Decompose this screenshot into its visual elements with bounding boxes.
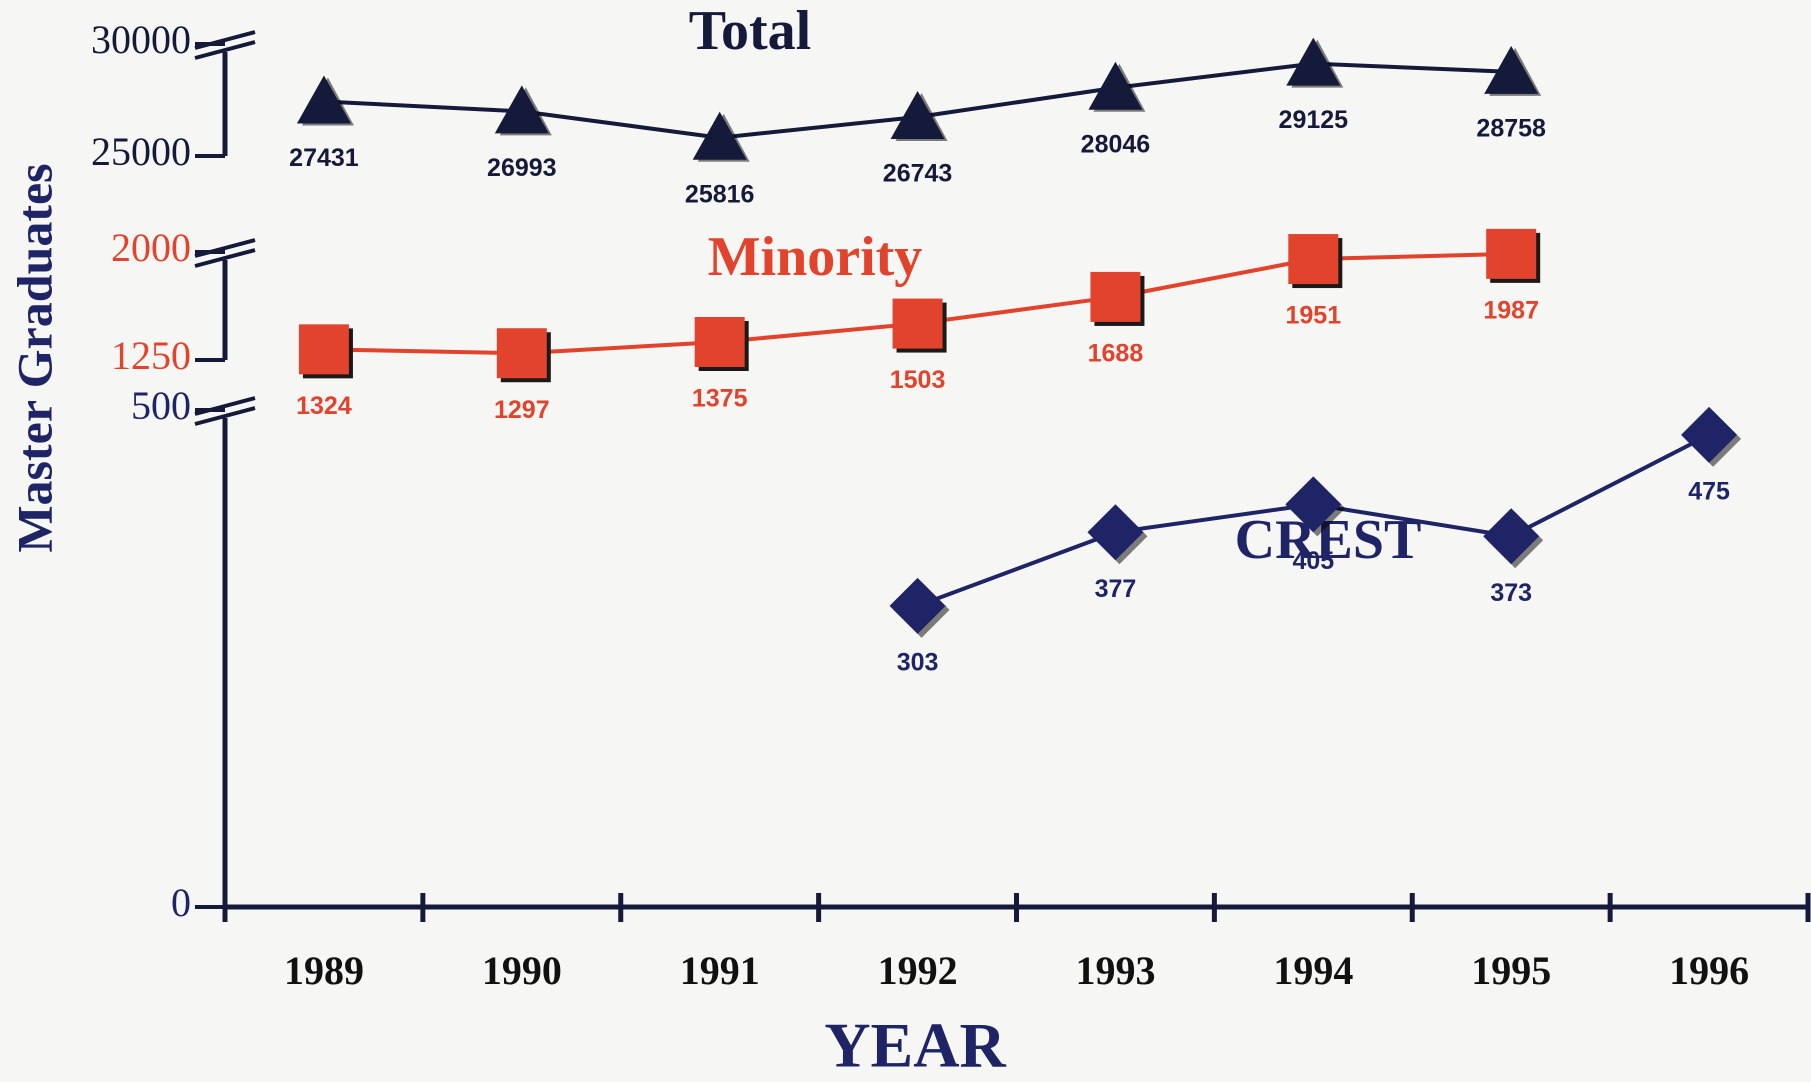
marker bbox=[1088, 61, 1143, 110]
x-tick-label: 1996 bbox=[1669, 948, 1749, 993]
marker bbox=[892, 298, 943, 349]
axis-break bbox=[194, 406, 256, 426]
marker bbox=[1484, 45, 1539, 94]
value-label: 405 bbox=[1292, 547, 1334, 575]
series-label: Total bbox=[689, 0, 811, 62]
value-label: 28758 bbox=[1476, 114, 1546, 142]
value-label: 26743 bbox=[883, 160, 953, 188]
marker bbox=[890, 90, 945, 139]
value-label: 377 bbox=[1095, 575, 1137, 603]
axis-break bbox=[194, 248, 256, 268]
value-label: 1503 bbox=[890, 366, 946, 394]
value-label: 27431 bbox=[289, 144, 359, 172]
y-tick-label: 1250 bbox=[111, 333, 191, 378]
x-axis-title: YEAR bbox=[824, 1010, 1006, 1081]
marker bbox=[1087, 504, 1144, 561]
marker bbox=[496, 328, 547, 379]
value-label: 29125 bbox=[1279, 106, 1349, 134]
axis-break bbox=[194, 40, 256, 60]
x-tick-label: 1990 bbox=[482, 948, 562, 993]
marker bbox=[494, 85, 549, 134]
marker bbox=[889, 577, 946, 634]
y-tick-label: 25000 bbox=[91, 129, 191, 174]
value-label: 1987 bbox=[1483, 296, 1539, 324]
x-tick-label: 1994 bbox=[1273, 948, 1353, 993]
value-label: 1375 bbox=[692, 385, 748, 413]
value-label: 25816 bbox=[685, 180, 755, 208]
value-label: 1951 bbox=[1286, 302, 1342, 330]
marker bbox=[1286, 37, 1341, 86]
x-tick-label: 1993 bbox=[1075, 948, 1155, 993]
x-tick-label: 1989 bbox=[284, 948, 364, 993]
x-tick-label: 1995 bbox=[1471, 948, 1551, 993]
marker bbox=[692, 111, 747, 160]
marker bbox=[298, 324, 349, 375]
series-label: Minority bbox=[708, 226, 923, 288]
value-label: 1688 bbox=[1088, 340, 1144, 368]
x-tick-label: 1992 bbox=[878, 948, 958, 993]
marker bbox=[1486, 228, 1537, 279]
marker bbox=[1090, 271, 1141, 322]
value-label: 26993 bbox=[487, 154, 557, 182]
y-tick-label: 0 bbox=[171, 880, 191, 925]
value-label: 1324 bbox=[296, 392, 352, 420]
y-tick-label: 500 bbox=[131, 383, 191, 428]
y-axis-title: Master Graduates bbox=[6, 163, 62, 552]
marker bbox=[1285, 476, 1342, 533]
marker bbox=[1681, 406, 1738, 463]
marker bbox=[1483, 508, 1540, 565]
value-label: 475 bbox=[1688, 477, 1730, 505]
marker bbox=[296, 75, 351, 124]
y-tick-label: 2000 bbox=[111, 225, 191, 270]
y-tick-label: 30000 bbox=[91, 17, 191, 62]
x-tick-label: 1991 bbox=[680, 948, 760, 993]
value-label: 373 bbox=[1490, 579, 1532, 607]
value-label: 1297 bbox=[494, 396, 550, 424]
value-label: 303 bbox=[897, 648, 939, 676]
marker bbox=[1288, 234, 1339, 285]
marker bbox=[694, 317, 745, 367]
value-label: 28046 bbox=[1081, 130, 1151, 158]
